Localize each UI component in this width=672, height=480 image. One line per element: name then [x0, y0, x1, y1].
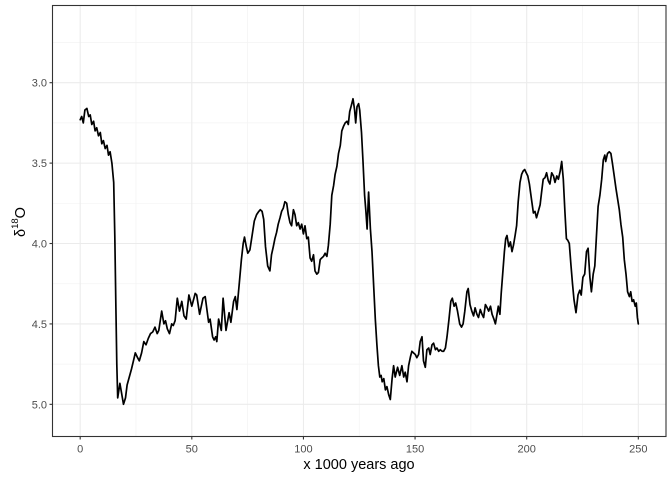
x-tick-label: 150 — [406, 444, 424, 456]
x-tick-label: 100 — [294, 444, 312, 456]
y-axis-title-base: δ — [12, 228, 29, 237]
x-tick-label: 200 — [518, 444, 536, 456]
y-tick-label: 3.5 — [32, 158, 47, 170]
y-tick-label: 5.0 — [32, 399, 47, 411]
x-tick-label: 50 — [186, 444, 198, 456]
y-tick-label: 4.5 — [32, 319, 47, 331]
x-tick-label: 0 — [77, 444, 83, 456]
y-tick-label: 4.0 — [32, 239, 47, 251]
y-axis-title-superscript: 18 — [10, 218, 21, 229]
panel-border — [51, 4, 667, 438]
x-tick-label: 250 — [629, 444, 647, 456]
data-line — [79, 97, 640, 406]
y-tick-label: 3.0 — [32, 78, 47, 90]
y-axis-title: δ18O — [7, 162, 29, 282]
y-axis-title-suffix: O — [12, 207, 29, 219]
x-axis-title: x 1000 years ago — [303, 457, 415, 473]
